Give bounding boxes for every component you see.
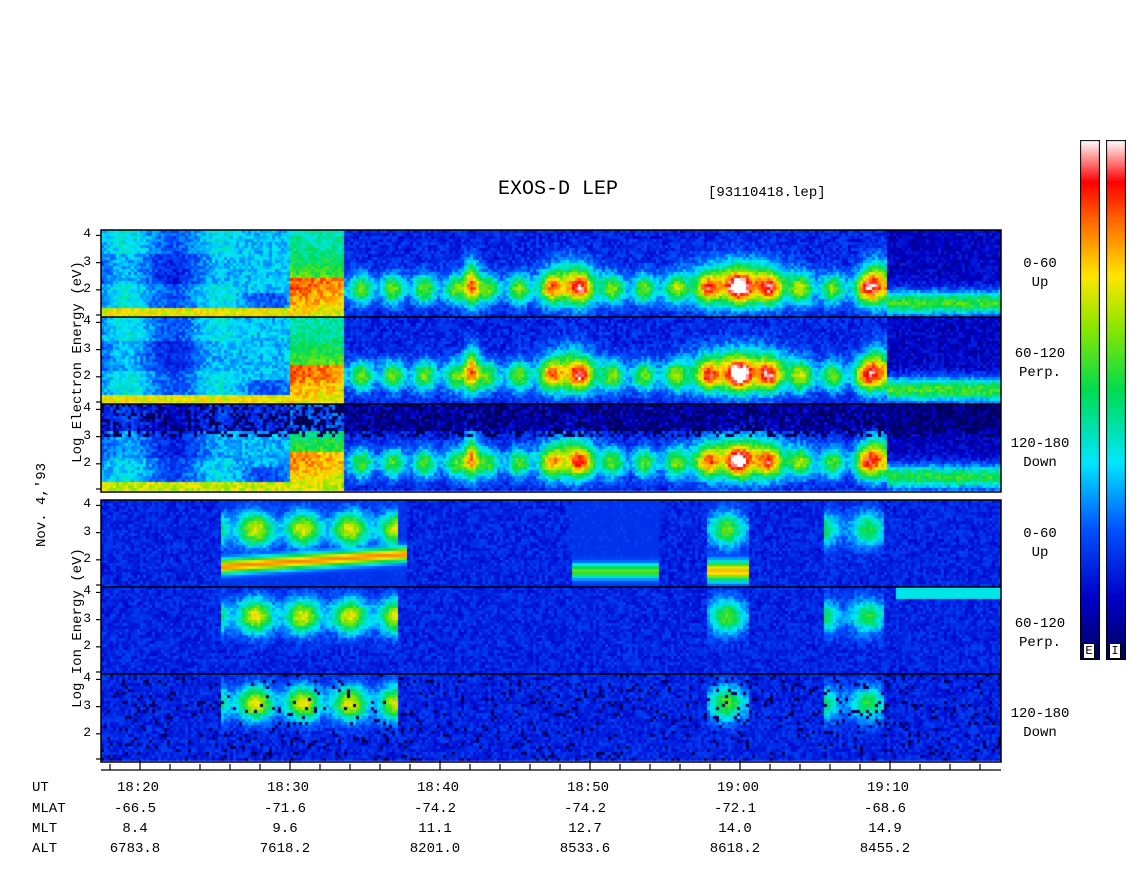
channel-label-i-up: 0-60 Up <box>1005 525 1075 563</box>
ephemeris-mlt: 12.7 <box>568 821 602 837</box>
electron-spectrogram <box>101 230 1001 492</box>
y-tick-label: 4 <box>83 226 91 242</box>
y-tick-label: 2 <box>83 724 91 740</box>
ephemeris-mlt: 11.1 <box>418 821 452 837</box>
channel-range: 120-180 <box>1010 706 1070 722</box>
channel-label-i-perp: 60-120 Perp. <box>1005 615 1075 653</box>
y-tick-label: 3 <box>83 340 91 356</box>
ephemeris-ut: 18:40 <box>416 780 459 796</box>
ephemeris-alt: 8618.2 <box>709 841 761 857</box>
y-tick-label: 3 <box>83 610 91 626</box>
channel-label-e-up: 0-60 Up <box>1005 255 1075 293</box>
ephemeris-mlat: -66.5 <box>113 801 156 817</box>
ephemeris-ut: 18:50 <box>566 780 609 796</box>
channel-label-i-down: 120-180 Down <box>1005 705 1075 743</box>
electron-colorbar <box>1080 140 1100 660</box>
ephemeris-mlat: -74.2 <box>413 801 456 817</box>
channel-direction: Down <box>1023 725 1057 741</box>
ephemeris-mlt: 14.9 <box>868 821 902 837</box>
ephemeris-mlt: 8.4 <box>122 821 148 837</box>
y-tick-label: 2 <box>83 454 91 470</box>
chart-title: EXOS-D LEP <box>498 178 619 201</box>
channel-label-e-perp: 60-120 Perp. <box>1005 345 1075 383</box>
row-label-mlat: MLAT <box>32 801 66 817</box>
ephemeris-ut: 18:20 <box>116 780 159 796</box>
ephemeris-mlat: -68.6 <box>863 801 906 817</box>
ephemeris-mlat: -71.6 <box>263 801 306 817</box>
channel-direction: Perp. <box>1018 635 1061 651</box>
channel-direction: Perp. <box>1018 365 1061 381</box>
ion-colorbar <box>1106 140 1126 660</box>
channel-direction: Up <box>1031 545 1049 561</box>
electron-axis-label: Log Electron Energy (eV) <box>70 261 86 463</box>
y-tick-label: 2 <box>83 637 91 653</box>
row-label-mlt: MLT <box>32 821 58 837</box>
y-tick-label: 3 <box>83 427 91 443</box>
colorbar-label-i: I <box>1109 643 1121 659</box>
ephemeris-mlat: -72.1 <box>713 801 756 817</box>
y-tick-label: 4 <box>83 400 91 416</box>
y-tick-label: 4 <box>83 670 91 686</box>
y-tick-label: 4 <box>83 313 91 329</box>
channel-range: 120-180 <box>1010 436 1070 452</box>
ephemeris-ut: 19:10 <box>866 780 909 796</box>
file-name: [93110418.lep] <box>708 185 826 201</box>
ephemeris-mlt: 9.6 <box>272 821 298 837</box>
channel-range: 0-60 <box>1023 526 1057 542</box>
ephemeris-alt: 6783.8 <box>109 841 161 857</box>
row-label-ut: UT <box>32 780 49 796</box>
y-tick-label: 4 <box>83 496 91 512</box>
channel-label-e-down: 120-180 Down <box>1005 435 1075 473</box>
y-tick-label: 2 <box>83 550 91 566</box>
channel-direction: Down <box>1023 455 1057 471</box>
ion-spectrogram <box>101 500 1001 762</box>
channel-range: 60-120 <box>1014 346 1066 362</box>
ephemeris-mlt: 14.0 <box>718 821 752 837</box>
ion-axis-label: Log Ion Energy (eV) <box>70 548 86 708</box>
ephemeris-mlat: -74.2 <box>563 801 606 817</box>
date-label: Nov. 4,'93 <box>34 463 50 548</box>
y-tick-label: 4 <box>83 583 91 599</box>
y-tick-label: 2 <box>83 280 91 296</box>
channel-range: 60-120 <box>1014 616 1066 632</box>
y-tick-label: 2 <box>83 367 91 383</box>
channel-direction: Up <box>1031 275 1049 291</box>
ephemeris-alt: 7618.2 <box>259 841 311 857</box>
colorbar-label-e: E <box>1083 643 1095 659</box>
channel-range: 0-60 <box>1023 256 1057 272</box>
y-tick-label: 3 <box>83 253 91 269</box>
ephemeris-alt: 8455.2 <box>859 841 911 857</box>
ephemeris-ut: 18:30 <box>266 780 309 796</box>
row-label-alt: ALT <box>32 841 58 857</box>
ephemeris-alt: 8533.6 <box>559 841 611 857</box>
ephemeris-alt: 8201.0 <box>409 841 461 857</box>
y-tick-label: 3 <box>83 523 91 539</box>
y-tick-label: 3 <box>83 697 91 713</box>
ephemeris-ut: 19:00 <box>716 780 759 796</box>
